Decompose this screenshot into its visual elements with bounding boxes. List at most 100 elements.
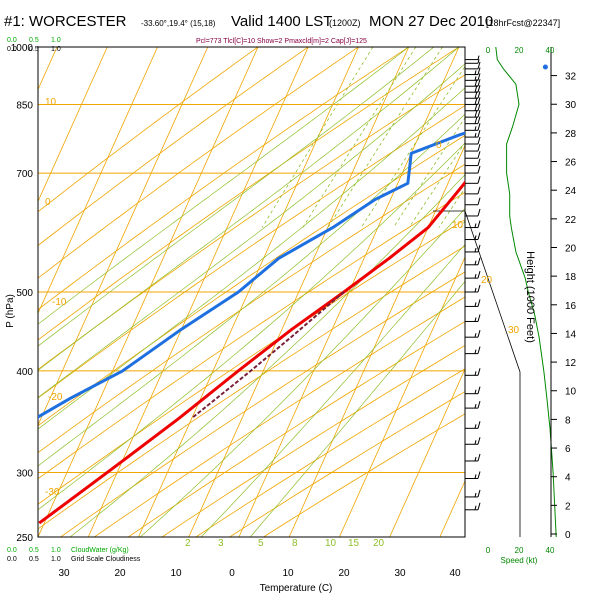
wind-barb-halfflag xyxy=(474,287,477,293)
moist-adiabat-line xyxy=(38,47,409,325)
moist-adiabat-line xyxy=(38,63,465,398)
top-black-tick-1: 0.5 xyxy=(29,46,39,53)
wind-barb-flag xyxy=(477,489,481,498)
wind-barb-flag xyxy=(477,197,481,205)
moist-adiabat-line xyxy=(38,47,460,371)
wind-barb xyxy=(465,257,481,266)
wind-barb-flag xyxy=(477,91,481,99)
wind-barb-halfflag xyxy=(474,389,477,394)
wind-barb xyxy=(465,299,481,307)
pressure-tick-label: 400 xyxy=(16,367,33,378)
wind-barb-flag xyxy=(477,220,481,228)
dry-adiabat-line xyxy=(161,344,465,537)
height-axis-title: Height (1000 Feet) xyxy=(524,251,536,343)
bottom-green-tick-2: 1.0 xyxy=(51,547,61,554)
dry-adiabat-line xyxy=(93,296,465,537)
wind-barb-flag xyxy=(477,314,481,322)
wind-barb-flag xyxy=(477,165,481,174)
dry-adiabat-line xyxy=(38,191,465,480)
wind-barb-flag xyxy=(477,158,481,166)
top-green-tick-1: 0.5 xyxy=(29,37,39,44)
height-tick-label: 0 xyxy=(565,530,571,541)
wind-barb-flag xyxy=(477,97,481,105)
wind-barb xyxy=(465,129,481,138)
grid-label-isotherm: -10 xyxy=(52,297,67,308)
wind-speed-line xyxy=(495,46,557,538)
wind-barb xyxy=(465,220,481,229)
dry-adiabat-line xyxy=(59,271,465,537)
pressure-tick-label: 700 xyxy=(16,169,33,180)
wind-barb xyxy=(465,151,481,159)
wind-barb xyxy=(465,61,481,70)
wind-barb xyxy=(465,244,481,253)
temperature-tick-label: 30 xyxy=(394,568,406,579)
wind-barb-flag xyxy=(477,400,481,409)
grid-label-adiabat: 20 xyxy=(481,275,493,286)
wind-barb xyxy=(465,186,481,195)
bottom-black-label: Grid Scale Cloudiness xyxy=(71,556,141,563)
wind-barb-flag xyxy=(477,151,481,159)
speed-axis-label: Speed (kt) xyxy=(501,556,538,565)
wind-barb xyxy=(465,55,480,61)
parcel-params: Pcl=773 Tlcl[C]=10 Show=2 Pmaxcld[m]=2 C… xyxy=(196,38,367,45)
moist-adiabat-line xyxy=(38,47,435,347)
bottom-cloudwater-scale: 0.0 0.5 1.0 CloudWater (g/Kg) 0.0 0.5 1.… xyxy=(7,547,141,563)
wind-barb xyxy=(465,123,481,131)
wind-barb-flag xyxy=(477,257,481,265)
wind-barb-flag xyxy=(477,284,481,293)
grid-label-mixing-ratio: 20 xyxy=(373,538,385,549)
dry-adiabat-line xyxy=(38,219,465,505)
wind-barbs xyxy=(465,46,557,538)
wind-barb-halfflag xyxy=(474,223,477,228)
grid-label-isotherm: 0 xyxy=(45,197,51,208)
forecast-date: MON 27 Dec 2010 xyxy=(369,13,493,30)
dry-adiabat-line xyxy=(195,368,465,537)
dry-adiabat-line xyxy=(38,245,465,530)
wind-barb-halfflag xyxy=(474,247,477,253)
speed-top-tick-1: 20 xyxy=(515,46,524,55)
wind-barb xyxy=(465,489,481,498)
wind-barb xyxy=(465,270,481,279)
speed-bottom-tick-0: 0 xyxy=(486,546,491,555)
wind-barb-halfflag xyxy=(474,333,477,338)
grid-label-adiabat: 0 xyxy=(436,140,442,151)
wind-barb-flag xyxy=(477,471,481,479)
mixing-ratio-line xyxy=(327,47,443,228)
grid-label-mixing-ratio: 5 xyxy=(258,538,264,549)
grid-label-adiabat: 30 xyxy=(508,325,520,336)
wind-barb xyxy=(465,453,481,462)
wind-barb xyxy=(465,176,481,184)
wind-barb-flag xyxy=(477,103,481,111)
height-tick-label: 16 xyxy=(565,301,577,312)
wind-barb-halfflag xyxy=(474,371,477,376)
dry-adiabat-line xyxy=(38,74,465,371)
mixing-ratio-line xyxy=(261,47,374,228)
height-tick-label: 10 xyxy=(565,387,577,398)
bottom-green-tick-1: 0.5 xyxy=(29,547,39,554)
wind-barb-flag xyxy=(477,79,481,87)
wind-barb xyxy=(465,330,481,338)
wind-barb xyxy=(465,143,481,152)
wind-barb-flag xyxy=(477,67,481,75)
wind-barb-flag xyxy=(477,502,481,510)
wind-barb xyxy=(465,437,481,445)
x-axis-title: Temperature (C) xyxy=(260,583,333,594)
wind-barb-halfflag xyxy=(474,126,477,131)
wind-barb-halfflag xyxy=(474,76,477,81)
height-tick-label: 14 xyxy=(565,329,577,340)
grid-label-mixing-ratio: 8 xyxy=(292,538,298,549)
wind-barb-flag xyxy=(477,136,481,145)
wind-barb xyxy=(465,314,481,322)
wind-barb-halfflag xyxy=(474,70,477,75)
bottom-black-tick-1: 0.5 xyxy=(29,556,39,563)
wind-barb-flag xyxy=(477,299,481,307)
wind-barb-flag xyxy=(477,129,481,138)
wind-barb-flag xyxy=(477,143,481,152)
wind-barb-flag xyxy=(477,85,481,93)
height-tick-label: 26 xyxy=(565,158,577,169)
isotherm-line xyxy=(490,47,600,537)
profile-lines xyxy=(38,131,465,525)
wind-barb xyxy=(465,67,481,76)
moist-adiabat-line xyxy=(38,142,465,511)
valid-time: Valid 1400 LST xyxy=(231,13,332,30)
